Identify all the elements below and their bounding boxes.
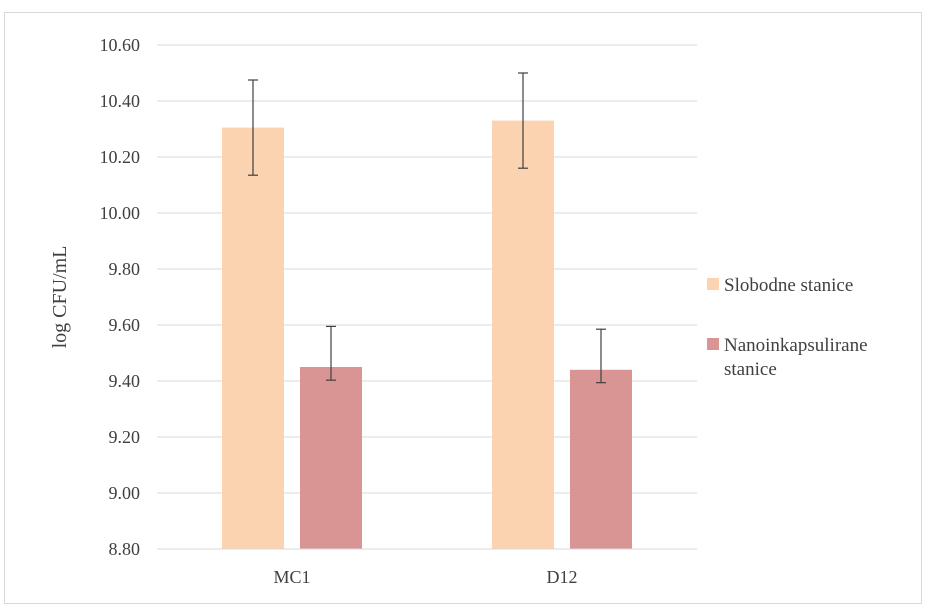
legend: Slobodne stanice Nanoinkapsulirane stanice [707, 275, 868, 380]
error-bar [248, 79, 258, 176]
y-tick-label: 10.60 [100, 35, 141, 55]
legend-item: Slobodne stanice [707, 275, 853, 296]
y-tick-label: 9.60 [109, 315, 141, 335]
legend-label: Slobodne stanice [724, 275, 853, 296]
y-tick-label: 9.00 [109, 483, 141, 503]
y-tick-label: 8.80 [109, 539, 141, 559]
y-tick-label: 9.80 [109, 259, 141, 279]
legend-item: Nanoinkapsulirane stanice [707, 335, 868, 380]
bars [222, 120, 632, 549]
bar [300, 367, 362, 549]
legend-swatch [707, 338, 719, 350]
bar [570, 369, 632, 549]
y-tick-label: 10.00 [100, 203, 141, 223]
x-axis-tick-labels: MC1 D12 [273, 567, 577, 587]
chart-frame [4, 12, 922, 604]
y-tick-label: 10.20 [100, 147, 141, 167]
x-tick-label: D12 [547, 567, 578, 587]
y-axis-tick-labels: 8.80 9.00 9.20 9.40 9.60 9.80 10.00 10.20 10.40 1… [100, 35, 141, 559]
bar [492, 120, 554, 549]
error-bar [518, 72, 528, 169]
error-bars [248, 72, 606, 384]
error-bar [596, 328, 606, 384]
y-tick-label: 10.40 [100, 91, 141, 111]
y-axis-title: log CFU/mL [49, 246, 71, 349]
legend-swatch [707, 278, 719, 290]
x-tick-label: MC1 [273, 567, 310, 587]
y-tick-label: 9.20 [109, 427, 141, 447]
legend-label: Nanoinkapsulirane stanice [724, 335, 868, 380]
y-tick-label: 9.40 [109, 371, 141, 391]
bar [222, 127, 284, 549]
error-bar [326, 325, 336, 381]
